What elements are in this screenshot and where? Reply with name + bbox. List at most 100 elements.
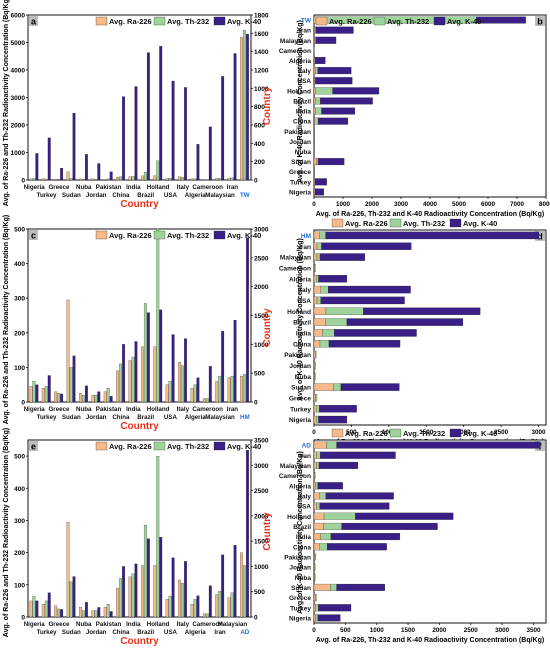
legend-label: Avg. K-40 [463,429,497,438]
panel-label-bg [29,230,38,240]
legend-label: Avg. K-40 [227,442,261,451]
y-tick-label: 1000 [11,150,26,157]
bar-avg-k-40 [341,522,438,530]
bar-avg-ra-226 [313,158,318,166]
x-tick-label: 3500 [526,627,541,634]
bar-avg-ra-226 [313,97,316,105]
category-label: Nigeria [24,184,46,191]
bar-avg-ra-226 [215,594,219,618]
category-label: Pakistan [284,554,311,561]
legend-swatch [389,218,402,228]
bar-avg-th-232 [143,525,147,618]
y2-axis-title: Avg. of K-40 Radioactivity Concentration… [297,451,304,614]
y-tick-label: 200 [14,550,25,557]
category-label: China [112,192,130,199]
bar-avg-th-232 [314,36,316,44]
legend-swatch [95,230,108,240]
category-label: Turkey [290,605,311,612]
bar-avg-k-40 [196,595,200,618]
bar-avg-k-40 [340,383,400,391]
bar-avg-th-232 [314,350,317,359]
chart-panel-e: e 0 100 200 300 400 500 0 500 1000 1500 2000 2500 300… [3,428,304,647]
category-label: Malaysian [280,255,311,262]
category-label: Italy [298,68,311,75]
y-tick-label: 400 [14,261,25,268]
bar-avg-th-232 [315,604,319,612]
category-label: Brazil [137,629,154,636]
bar-avg-th-232 [131,573,135,618]
category-label: Turkey [290,179,311,186]
bar-avg-ra-226 [313,604,317,612]
bar-avg-ra-226 [313,405,317,413]
bar-avg-k-40 [35,600,39,618]
bar-avg-k-40 [109,396,113,403]
panel-label: b [537,17,543,27]
bar-avg-ra-226 [128,360,132,403]
category-label: India [126,184,141,191]
panel-label: d [537,232,543,242]
y2-axis-title: Avg. of K-40 Radioactivity Concentration… [297,20,304,183]
category-label: Greece [289,595,311,602]
bar-avg-th-232 [314,26,316,34]
y-tick-label: 0 [21,400,25,407]
bar-avg-ra-226 [128,176,132,181]
bar-avg-k-40 [196,377,200,403]
category-label: USA [297,504,311,511]
category-label: China [293,341,311,348]
bar-avg-th-232 [32,381,36,403]
bar-avg-th-232 [32,595,36,618]
category-label: Holland [287,88,311,95]
bar-avg-ra-226 [178,362,181,403]
y2-tick-label: 3500 [254,438,269,445]
category-label: Holland [287,514,311,521]
bar-avg-k-40 [318,275,348,283]
bar-avg-th-232 [319,492,327,500]
y2-tick-label: 800 [254,104,265,111]
bar-avg-k-40 [184,561,187,618]
y-tick-label: 300 [14,296,25,303]
x-tick-label: 0 [312,627,316,634]
bar-avg-ra-226 [313,87,316,95]
legend-label: Avg. Ra-226 [329,17,372,26]
bar-avg-ra-226 [313,296,318,305]
bar-avg-ra-226 [128,576,132,618]
x-tick-label: 2000 [432,627,447,634]
bar-avg-ra-226 [165,384,169,403]
y2-tick-label: 500 [254,589,265,596]
y2-tick-label: 1000 [254,342,269,349]
bar-avg-th-232 [316,405,320,413]
bar-avg-th-232 [320,533,332,541]
category-label: Turkey [37,192,57,199]
legend-label: Avg. Th-232 [167,17,209,26]
y-tick-label: 0 [21,178,25,185]
panel-label: a [31,17,37,27]
bar-avg-ra-226 [313,67,316,75]
category-label: Algeria [185,414,207,421]
bar-avg-th-232 [106,604,110,618]
bar-avg-k-40 [317,482,343,490]
bar-avg-k-40 [134,563,138,618]
legend-label: Avg. K-40 [227,17,261,26]
bar-avg-ra-226 [313,614,317,622]
y-tick-label: 500 [14,227,25,234]
bar-avg-k-40 [221,76,225,181]
bar-avg-th-232 [325,318,348,326]
bar-avg-th-232 [322,329,335,337]
x-tick-label: 0 [312,201,316,208]
legend-swatch [95,16,108,26]
bar-avg-k-40 [72,576,76,618]
bar-avg-ra-226 [165,178,169,181]
plot-area [27,439,252,618]
y2-tick-label: 0 [254,178,258,185]
bar-avg-ra-226 [227,177,231,181]
legend-label: Avg. Th-232 [403,219,445,228]
bar-avg-th-232 [143,303,147,403]
bar-avg-th-232 [330,583,337,591]
category-label: Iran [299,28,311,35]
bar-avg-k-40 [317,117,349,125]
bar-avg-k-40 [315,178,327,186]
y-axis-title: Country [262,86,273,125]
bar-avg-th-232 [181,177,184,181]
plot-area [27,228,252,403]
category-label: Jordan [86,629,107,636]
